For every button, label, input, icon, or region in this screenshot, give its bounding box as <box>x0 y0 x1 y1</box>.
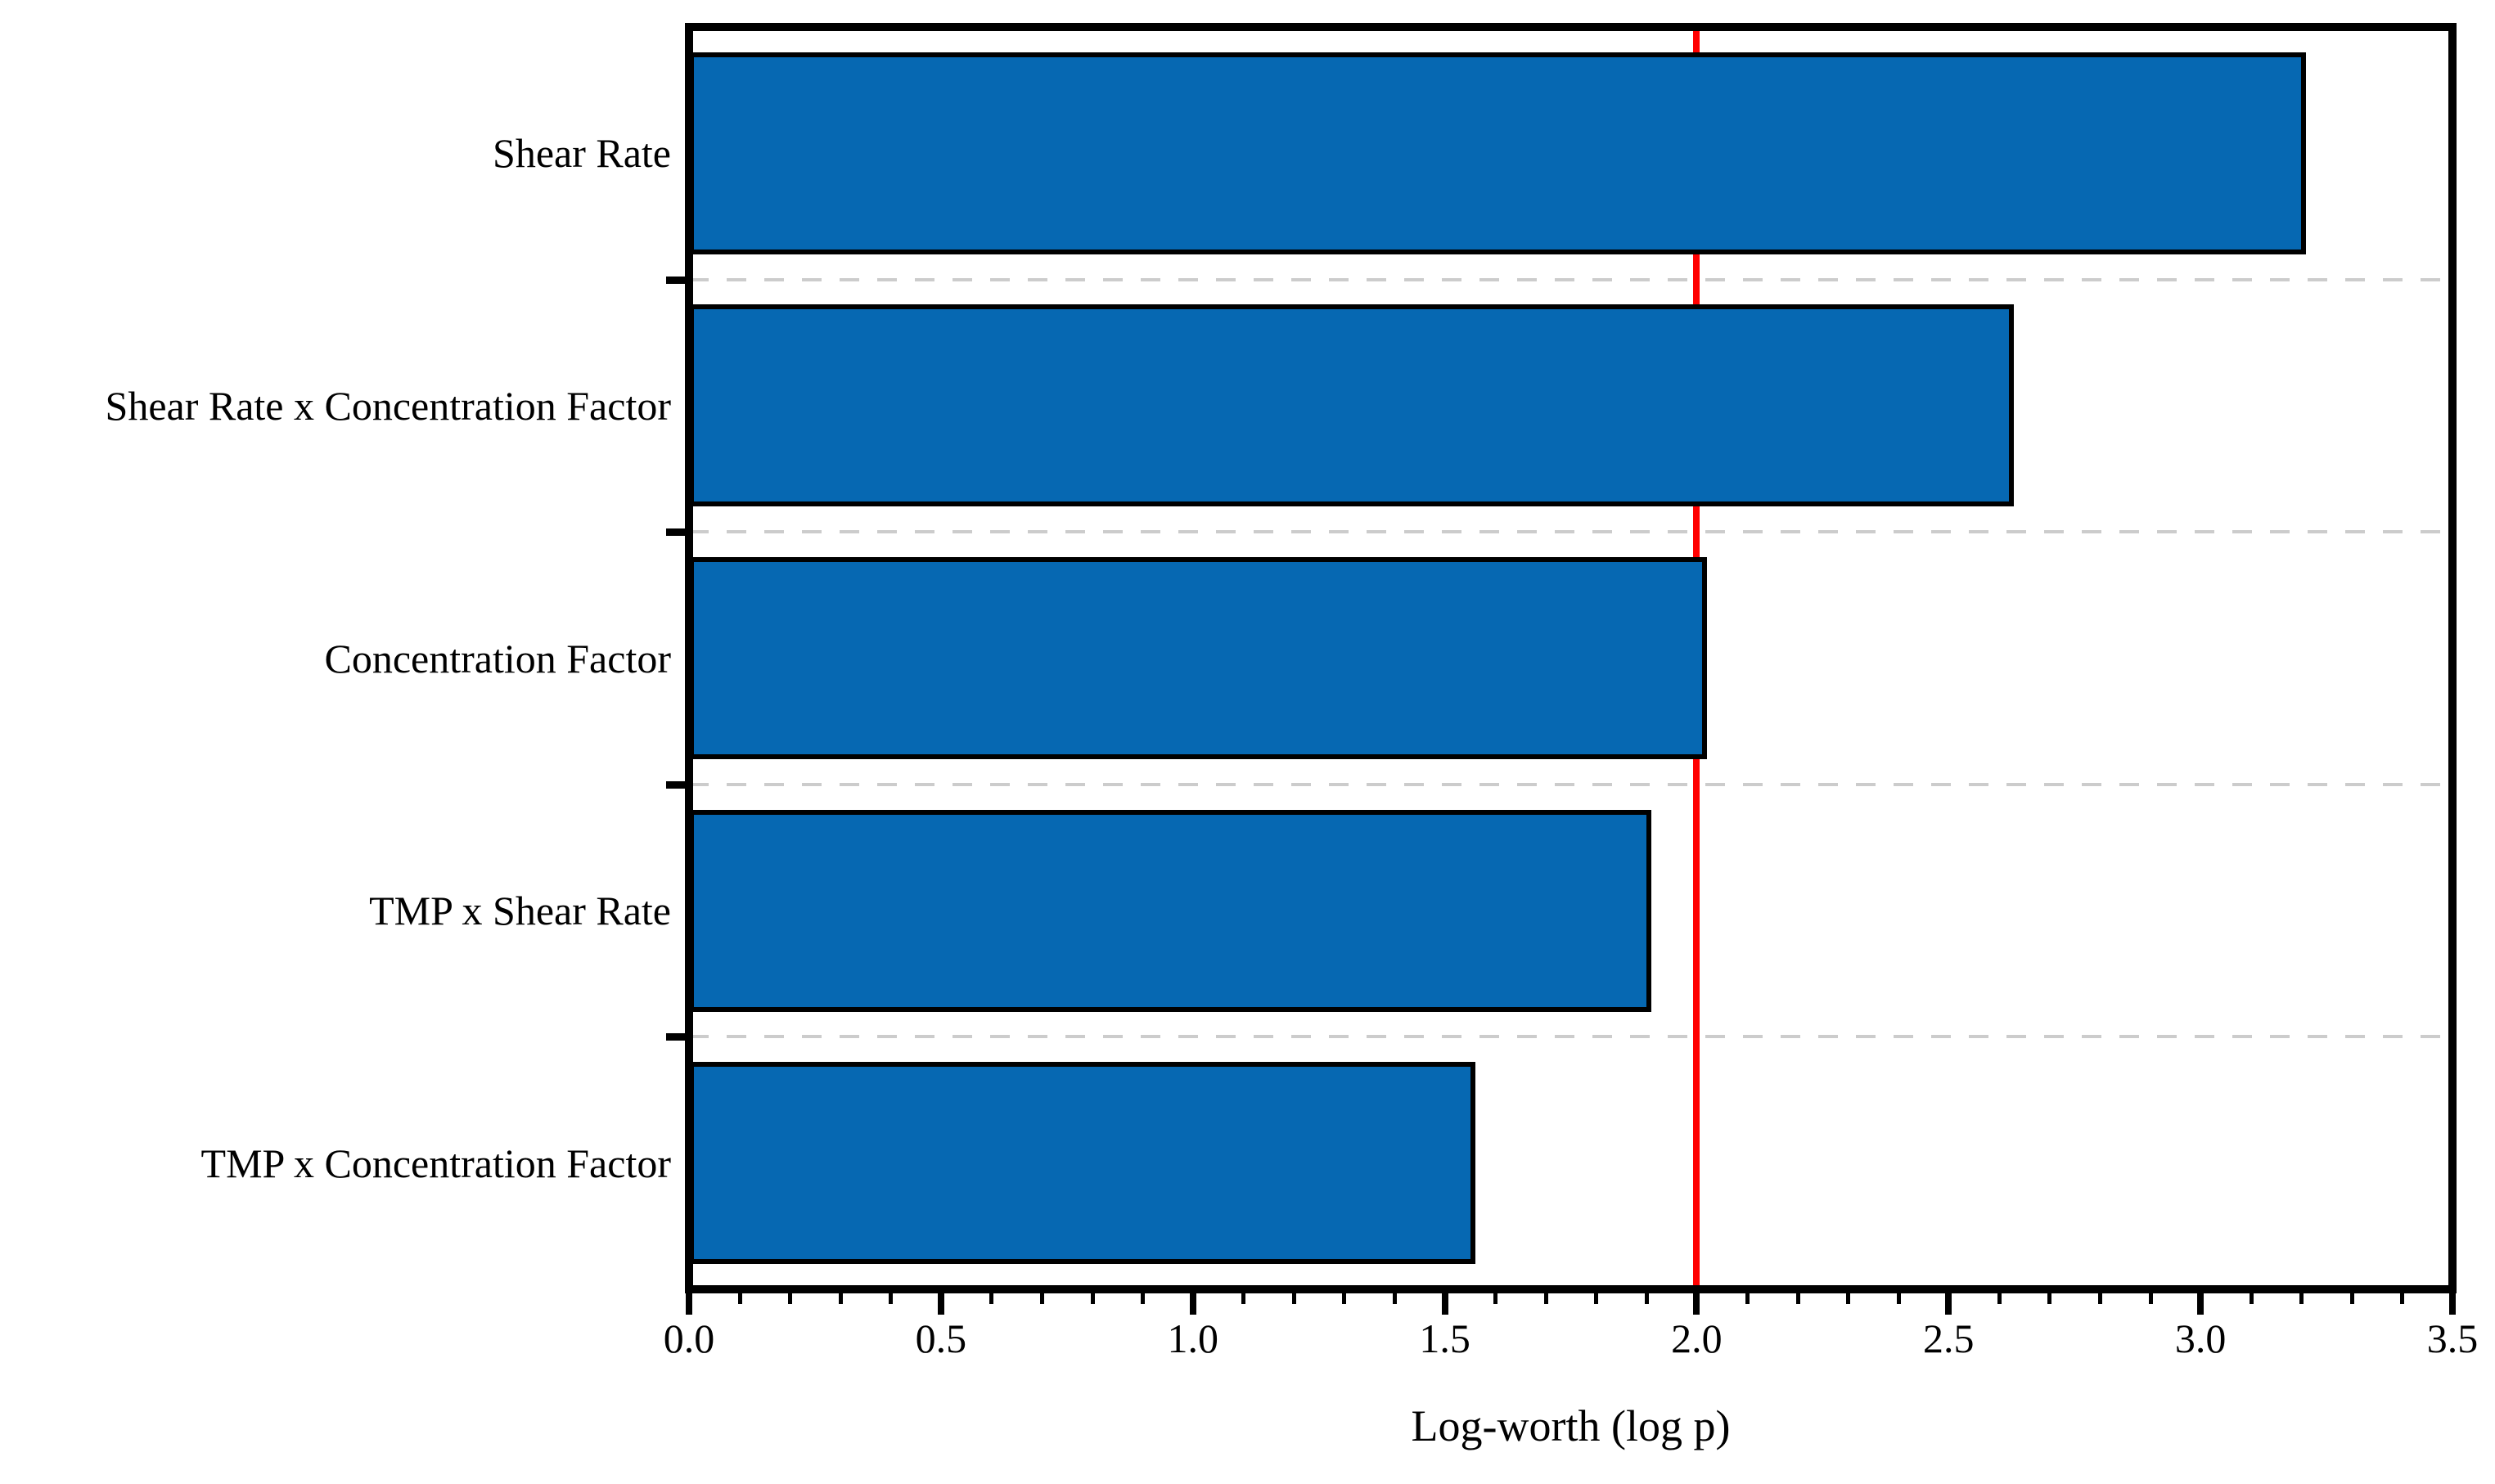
x-axis-major-tick <box>937 1293 944 1315</box>
bar <box>689 52 2307 254</box>
x-axis-minor-tick <box>2249 1293 2254 1304</box>
grid-line <box>689 530 2452 534</box>
x-axis-minor-tick <box>1644 1293 1649 1304</box>
bar <box>689 557 1707 759</box>
grid-line <box>689 782 2452 786</box>
x-axis-major-tick <box>1945 1293 1952 1315</box>
x-axis-minor-tick <box>1997 1293 2002 1304</box>
x-axis-tick-label: 2.0 <box>1671 1315 1723 1361</box>
x-axis-tick-label: 3.0 <box>2174 1315 2227 1361</box>
x-axis-tick-label: 0.0 <box>663 1315 715 1361</box>
x-axis-minor-tick <box>989 1293 994 1304</box>
grid-line <box>689 1035 2452 1039</box>
x-axis-minor-tick <box>2047 1293 2052 1304</box>
x-axis-minor-tick <box>788 1293 793 1304</box>
category-label: TMP x Concentration Factor <box>200 1140 671 1186</box>
x-axis-minor-tick <box>1896 1293 1901 1304</box>
x-axis-minor-tick <box>1090 1293 1095 1304</box>
x-axis-tick-label: 3.5 <box>2426 1315 2479 1361</box>
x-axis-title: Log-worth (log p) <box>1411 1401 1731 1450</box>
grid-line <box>689 277 2452 281</box>
x-axis-minor-tick <box>1040 1293 1044 1304</box>
x-axis-major-tick <box>686 1293 692 1315</box>
category-label: TMP x Shear Rate <box>369 888 671 934</box>
x-axis-minor-tick <box>1342 1293 1347 1304</box>
y-axis-tick <box>666 528 689 537</box>
x-axis-minor-tick <box>737 1293 742 1304</box>
x-axis-minor-tick <box>1846 1293 1851 1304</box>
category-label: Concentration Factor <box>324 635 672 681</box>
x-axis-minor-tick <box>889 1293 894 1304</box>
x-axis-major-tick <box>2449 1293 2456 1315</box>
x-axis-major-tick <box>1441 1293 1448 1315</box>
x-axis-minor-tick <box>1141 1293 1146 1304</box>
x-axis-major-tick <box>1693 1293 1700 1315</box>
x-axis-minor-tick <box>2148 1293 2153 1304</box>
bar <box>689 1062 1475 1265</box>
y-axis-tick <box>666 276 689 284</box>
x-axis-tick-label: 2.5 <box>1923 1315 1975 1361</box>
x-axis-minor-tick <box>2098 1293 2102 1304</box>
x-axis-minor-tick <box>1493 1293 1498 1304</box>
y-axis-tick <box>666 1033 689 1041</box>
x-axis-minor-tick <box>1393 1293 1397 1304</box>
x-axis-minor-tick <box>2299 1293 2304 1304</box>
y-axis-tick <box>666 780 689 789</box>
x-axis-minor-tick <box>1241 1293 1246 1304</box>
x-axis-tick-label: 1.0 <box>1167 1315 1218 1361</box>
plot-frame <box>685 23 2457 1293</box>
x-axis-minor-tick <box>2400 1293 2405 1304</box>
x-axis-minor-tick <box>1594 1293 1599 1304</box>
bar <box>689 809 1651 1012</box>
x-axis-minor-tick <box>2349 1293 2354 1304</box>
x-axis-minor-tick <box>838 1293 843 1304</box>
category-label: Shear Rate <box>493 130 671 177</box>
x-axis-minor-tick <box>1291 1293 1296 1304</box>
category-label: Shear Rate x Concentration Factor <box>105 382 671 429</box>
x-axis-tick-label: 0.5 <box>915 1315 967 1361</box>
x-axis-minor-tick <box>1745 1293 1750 1304</box>
x-axis-major-tick <box>1189 1293 1196 1315</box>
x-axis-major-tick <box>2197 1293 2205 1315</box>
x-axis-tick-label: 1.5 <box>1419 1315 1470 1361</box>
x-axis-minor-tick <box>1543 1293 1548 1304</box>
x-axis-minor-tick <box>1795 1293 1800 1304</box>
